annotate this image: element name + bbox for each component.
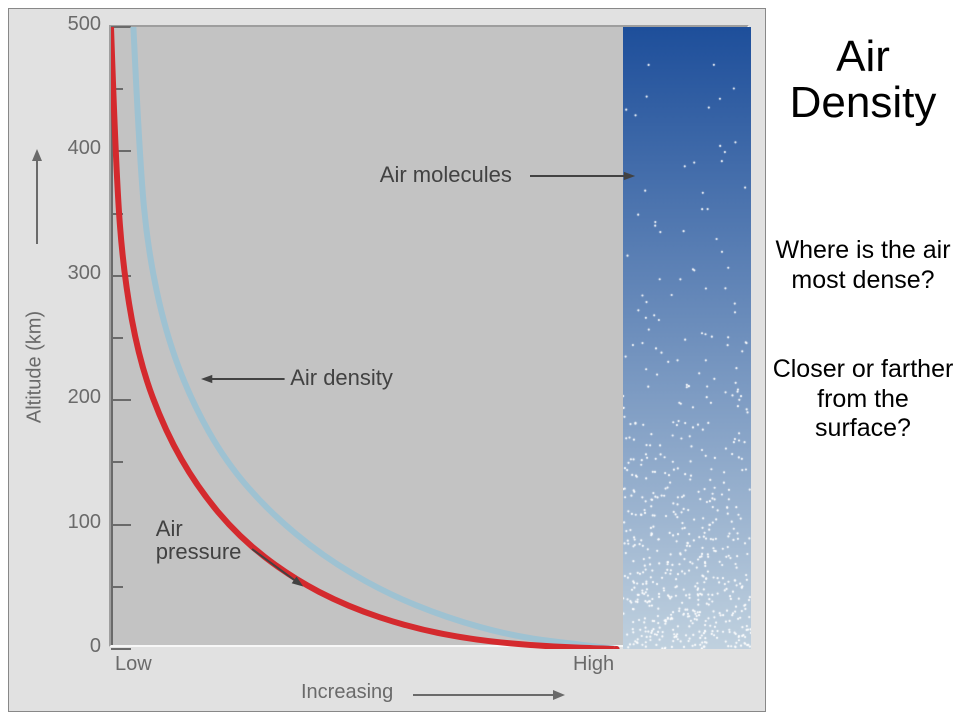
plot-area: Air molecules Air density Airpressure xyxy=(109,25,749,647)
sidebar-question-1: Where is the air most dense? xyxy=(770,236,956,295)
chart-frame: Air molecules Air density Airpressure 0 100… xyxy=(8,8,766,712)
xaxis-label: Increasing xyxy=(301,681,393,704)
ytick-label: 500 xyxy=(68,13,101,36)
yaxis-label: Altitude (km) xyxy=(24,311,47,423)
ytick-label: 100 xyxy=(68,511,101,534)
ytick-label: 200 xyxy=(68,386,101,409)
yaxis-arrow-icon xyxy=(29,149,45,249)
ytick-label: 0 xyxy=(90,635,101,658)
sidebar-title: Air Density xyxy=(770,0,956,126)
xaxis-low-label: Low xyxy=(115,653,152,676)
arrow-icon xyxy=(518,164,647,188)
arrow-icon xyxy=(240,537,315,599)
arrow-icon xyxy=(189,367,297,391)
annotation-density: Air density xyxy=(290,365,393,391)
sidebar-text: Air Density Where is the air most dense?… xyxy=(770,0,956,720)
annotation-pressure: Airpressure xyxy=(156,517,242,563)
sidebar-question-2: Closer or farther from the surface? xyxy=(770,355,956,444)
xaxis-arrow-icon xyxy=(413,687,567,703)
annotation-molecules: Air molecules xyxy=(380,162,512,188)
ytick-label: 400 xyxy=(68,137,101,160)
ytick-label: 300 xyxy=(68,262,101,285)
xaxis-high-label: High xyxy=(573,653,614,676)
